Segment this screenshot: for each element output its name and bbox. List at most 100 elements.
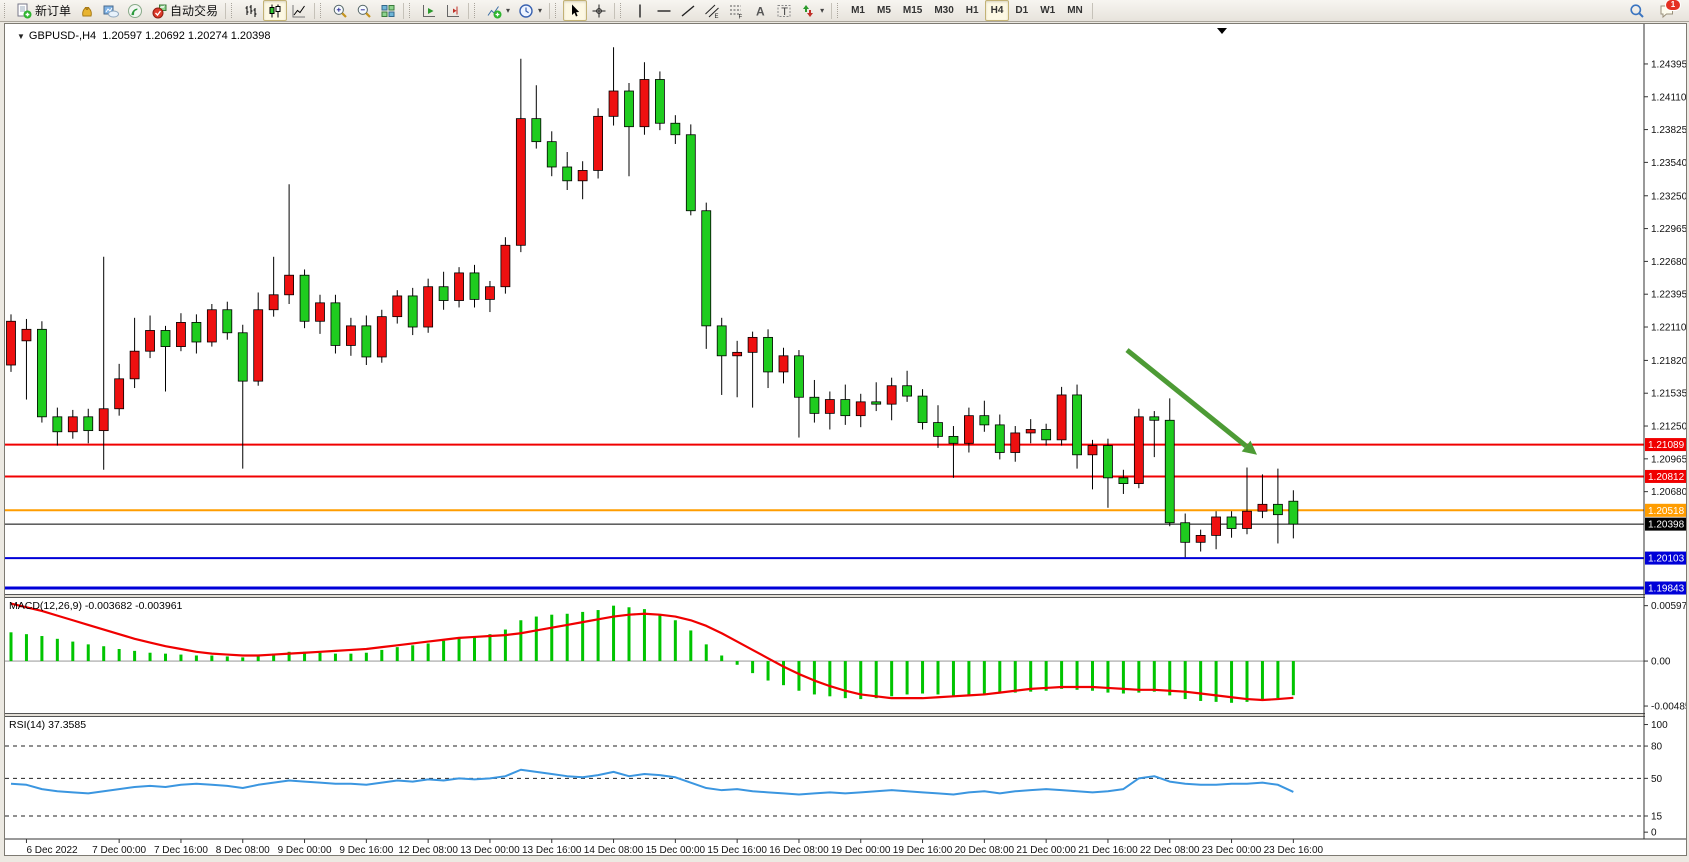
timeframe-m1[interactable]: M1 <box>845 0 871 21</box>
candle-body-down <box>794 355 804 398</box>
candlestick-chart-button[interactable] <box>263 0 288 21</box>
chart-shift-button[interactable] <box>441 0 465 21</box>
candle-body-up <box>1010 432 1021 453</box>
horizontal-line-button[interactable] <box>652 0 676 21</box>
timeframe-d1[interactable]: D1 <box>1009 0 1034 21</box>
chart-background[interactable] <box>5 24 1686 855</box>
chart-window[interactable]: ▼ GBPUSD-,H4 1.20597 1.20692 1.20274 1.20… <box>4 23 1687 856</box>
vertical-line-button[interactable] <box>628 0 652 21</box>
macd-histogram-bar <box>488 634 492 662</box>
toolbar-group-grip[interactable] <box>620 3 624 18</box>
time-tick-label: 21 Dec 00:00 <box>1016 845 1076 855</box>
macd-histogram-bar <box>256 655 260 662</box>
new-order-button[interactable]: 新订单 <box>12 0 75 21</box>
toolbar-group-grip[interactable] <box>320 3 324 18</box>
periods-button[interactable]: ▾ <box>514 0 546 21</box>
fibonacci-button[interactable]: F <box>724 0 748 21</box>
timeframe-m5[interactable]: M5 <box>871 0 897 21</box>
line-chart-button[interactable] <box>287 0 311 21</box>
tile-windows-button[interactable] <box>376 0 400 21</box>
signals-icon <box>128 3 143 18</box>
zoom-out-button[interactable] <box>352 0 376 21</box>
label-button[interactable]: T <box>772 0 796 21</box>
macd-histogram-bar <box>117 649 121 662</box>
channel-button[interactable]: E <box>700 0 724 21</box>
auto-scroll-button[interactable] <box>417 0 441 21</box>
periods-button-dropdown-icon[interactable]: ▾ <box>538 6 543 15</box>
timeframe-h4[interactable]: H4 <box>984 0 1010 21</box>
toolbar-group-grip[interactable] <box>231 3 235 18</box>
macd-histogram-bar <box>828 661 832 697</box>
candle-body-down <box>299 274 310 322</box>
time-tick-label: 20 Dec 08:00 <box>955 845 1015 855</box>
panel-splitter-1[interactable] <box>5 594 1686 598</box>
chart-canvas[interactable]: 1.24395 1.24110 1.23825 1.23540 1.23250 1.229… <box>5 24 1686 855</box>
toolbar-group-grip[interactable] <box>474 3 478 18</box>
cursor-button[interactable] <box>563 0 588 21</box>
candle-body-up <box>6 320 16 366</box>
candle-body-up <box>855 401 866 417</box>
price-badge-1.21089 <box>1645 438 1686 452</box>
notifications-button[interactable]: 1 <box>1655 0 1681 21</box>
price-tick-label: 1.23540 <box>1651 158 1686 169</box>
timeframe-m30[interactable]: M30 <box>928 0 959 21</box>
candle-body-up <box>608 90 619 117</box>
toolbar-separator <box>403 2 405 19</box>
macd-histogram-bar <box>71 641 75 662</box>
arrows-button-dropdown-icon[interactable]: ▾ <box>820 6 825 15</box>
timeframe-w1[interactable]: W1 <box>1034 0 1061 21</box>
macd-histogram-bar <box>1199 661 1203 701</box>
autotrading-button[interactable]: 自动交易 <box>147 0 222 21</box>
add-indicator-button[interactable]: ▾ <box>482 0 514 21</box>
price-badge-1.20103 <box>1645 551 1686 565</box>
text-icon: A <box>752 3 768 19</box>
crosshair-button[interactable] <box>587 0 611 21</box>
macd-histogram-bar <box>581 611 585 662</box>
time-tick-label: 14 Dec 08:00 <box>584 845 644 855</box>
toolbar-separator <box>314 2 316 19</box>
timeframe-mn[interactable]: MN <box>1061 0 1089 21</box>
time-tick-label: 15 Dec 16:00 <box>707 845 767 855</box>
zoom-in-button[interactable] <box>328 0 352 21</box>
candle-body-down <box>840 399 851 417</box>
market-watch-button[interactable] <box>75 0 99 21</box>
candle-body-up <box>315 302 325 322</box>
chart-top-dropdown-icon[interactable] <box>1217 28 1227 34</box>
candle-body-up <box>114 378 125 410</box>
macd-histogram-bar <box>503 629 507 662</box>
macd-histogram-bar <box>148 652 152 662</box>
signals-button[interactable] <box>123 0 147 21</box>
navigator-button[interactable] <box>99 0 123 21</box>
toolbar-group-grip[interactable] <box>837 3 841 18</box>
candle-body-down <box>624 90 634 128</box>
macd-histogram-bar <box>411 645 415 662</box>
macd-histogram-bar <box>982 661 986 694</box>
timeframe-m15-label: M15 <box>902 5 923 16</box>
candle-body-up <box>206 309 217 343</box>
text-button[interactable]: A <box>748 0 772 21</box>
candle-body-down <box>37 328 47 418</box>
timeframe-m15[interactable]: M15 <box>897 0 928 21</box>
rsi-line <box>10 768 1294 796</box>
bar-chart-button[interactable] <box>239 0 263 21</box>
panel-splitter-2[interactable] <box>5 713 1686 717</box>
add-indicator-button-dropdown-icon[interactable]: ▾ <box>506 6 511 15</box>
trendline-button[interactable] <box>676 0 700 21</box>
trend-arrow-annotation[interactable] <box>1125 348 1257 455</box>
search-button[interactable] <box>1625 0 1649 21</box>
candle-body-down <box>809 396 820 414</box>
arrows-button[interactable]: ▾ <box>796 0 828 21</box>
macd-histogram-bar <box>967 661 971 696</box>
toolbar-group-grip[interactable] <box>555 3 559 18</box>
timeframe-h1[interactable]: H1 <box>960 0 985 21</box>
toolbar-group-grip[interactable] <box>409 3 413 18</box>
macd-histogram-bar <box>797 661 801 691</box>
channel-icon: E <box>704 3 720 19</box>
rsi-tick-label: 0 <box>1651 828 1657 839</box>
vline-icon <box>639 4 641 17</box>
macd-histogram-bar <box>627 607 631 662</box>
toolbar-group-grip[interactable] <box>4 3 8 18</box>
macd-histogram-bar <box>1260 661 1264 701</box>
timeframe-mn-label: MN <box>1067 5 1083 16</box>
